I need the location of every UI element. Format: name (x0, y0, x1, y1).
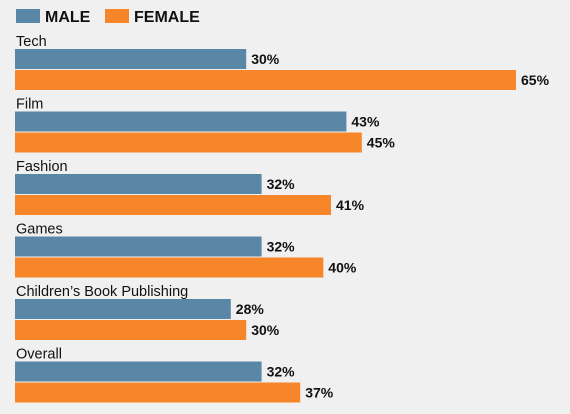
bar-female (15, 70, 516, 90)
bar-male (15, 49, 247, 69)
value-label-male: 43% (351, 114, 380, 130)
bar-male (15, 299, 231, 319)
legend-swatch-female (105, 9, 129, 23)
bar-female (15, 195, 331, 215)
value-label-male: 32% (267, 364, 296, 380)
value-label-male: 32% (267, 176, 296, 192)
category-group-games: Games 32% 40% (15, 222, 357, 278)
value-label-female: 65% (521, 72, 550, 88)
category-group-overall: Overall 32% 37% (15, 347, 334, 403)
legend: MALE FEMALE (16, 9, 200, 26)
category-label: Overall (16, 347, 62, 363)
value-label-female: 30% (251, 322, 280, 338)
category-label: Fashion (16, 159, 68, 175)
value-label-male: 32% (267, 239, 296, 255)
value-label-female: 40% (328, 260, 357, 276)
bar-groups: Tech 30% 65% Film 43% 45% Fashion 32% 41% Games 32… (15, 34, 550, 403)
category-group-children-s-book-publishing: Children’s Book Publishing 28% 30% (15, 284, 280, 340)
bar-female (15, 320, 247, 340)
bar-female (15, 132, 362, 153)
category-group-film: Film 43% 45% (15, 97, 395, 153)
category-group-fashion: Fashion 32% 41% (15, 159, 365, 215)
bar-male (15, 361, 262, 382)
value-label-male: 28% (236, 301, 265, 317)
value-label-male: 30% (251, 51, 280, 67)
bar-female (15, 382, 301, 403)
category-label: Tech (16, 34, 47, 50)
legend-label-female: FEMALE (134, 9, 200, 26)
category-group-tech: Tech 30% 65% (15, 34, 550, 90)
value-label-female: 45% (367, 135, 396, 151)
value-label-female: 37% (305, 385, 334, 401)
legend-label-male: MALE (45, 9, 91, 26)
category-label: Children’s Book Publishing (16, 284, 188, 300)
bar-male (15, 236, 262, 257)
category-label: Games (16, 222, 63, 238)
category-label: Film (16, 97, 43, 113)
bar-male (15, 111, 347, 132)
legend-swatch-male (16, 9, 40, 23)
bar-female (15, 257, 324, 278)
value-label-female: 41% (336, 197, 365, 213)
bar-male (15, 174, 262, 194)
